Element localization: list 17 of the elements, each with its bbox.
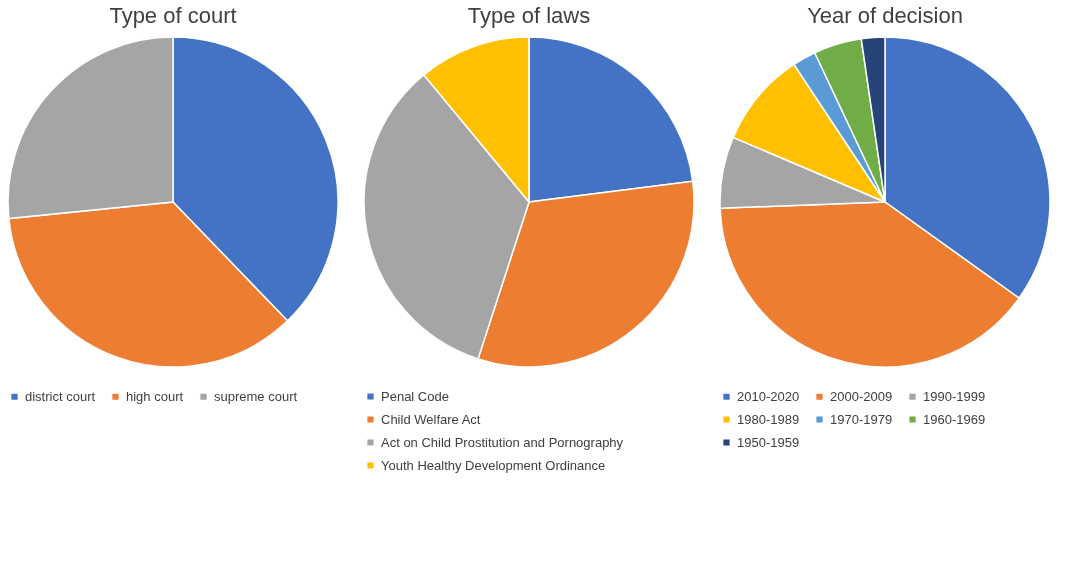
- legend-label: Youth Healthy Development Ordinance: [381, 457, 606, 473]
- legend-label: 2010-2020: [737, 388, 800, 404]
- chart-title: Type of laws: [467, 3, 591, 28]
- legend-label: 1960-1969: [923, 411, 986, 427]
- legend-label: high court: [126, 388, 184, 404]
- chart-title: Year of decision: [807, 3, 963, 28]
- legend-label: 1990-1999: [923, 388, 986, 404]
- legend-label: 2000-2009: [830, 388, 893, 404]
- legend-label: supreme court: [214, 388, 298, 404]
- legend-label: 1970-1979: [830, 411, 893, 427]
- chart-title: Type of court: [109, 3, 237, 28]
- legend-label: 1950-1959: [737, 434, 800, 450]
- legend-label: Act on Child Prostitution and Pornography: [381, 434, 624, 450]
- legend-label: 1980-1989: [737, 411, 800, 427]
- legend-label: Penal Code: [381, 388, 449, 404]
- legend-label: Child Welfare Act: [381, 411, 481, 427]
- legend-label: district court: [25, 388, 96, 404]
